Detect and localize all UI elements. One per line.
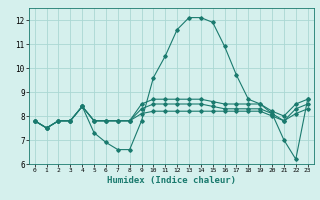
X-axis label: Humidex (Indice chaleur): Humidex (Indice chaleur) — [107, 176, 236, 185]
